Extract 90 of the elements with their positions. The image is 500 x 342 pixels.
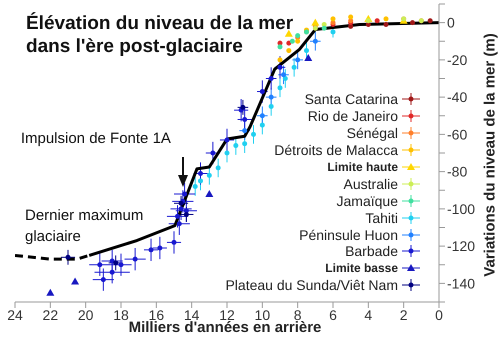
- y-tick-label: -100: [447, 200, 476, 217]
- y-tick-label: -140: [447, 275, 476, 292]
- y-tick-label: -20: [447, 52, 468, 68]
- legend-label: Australie: [344, 176, 398, 192]
- point: [242, 141, 248, 146]
- point: [206, 172, 212, 178]
- x-tick-label: 24: [7, 306, 23, 323]
- point: [281, 72, 286, 78]
- point: [330, 16, 336, 22]
- point: [295, 38, 300, 44]
- y-tick-label: -80: [447, 164, 468, 180]
- legend-label: Sénégal: [346, 125, 398, 142]
- point: [240, 104, 246, 110]
- point: [290, 38, 295, 44]
- point: [118, 262, 124, 268]
- x-tick-label: 0: [435, 306, 444, 323]
- legend-label: Limite basse: [325, 261, 398, 276]
- y-tick-label: -40: [447, 89, 468, 106]
- point: [178, 206, 184, 212]
- legend-label: Jamaïque: [336, 192, 398, 209]
- point: [148, 247, 154, 252]
- point: [278, 57, 282, 62]
- point: [216, 165, 221, 170]
- point: [184, 212, 189, 217]
- point: [284, 30, 293, 37]
- point: [182, 191, 188, 196]
- text: Élévation du niveau de la mer dans l'ère post-glaciaire: [26, 12, 294, 58]
- point: [132, 256, 138, 262]
- point: [311, 18, 320, 26]
- point: [366, 18, 371, 24]
- point: [304, 54, 312, 62]
- point: [278, 85, 282, 90]
- point: [46, 288, 54, 296]
- x-tick-label: 4: [364, 306, 372, 323]
- x-tick-label: 18: [113, 306, 129, 323]
- point: [384, 22, 388, 27]
- point: [251, 132, 256, 137]
- legend-label: Plateau du Sunda/Viêt Nam: [225, 277, 398, 294]
- point: [278, 64, 282, 70]
- annotation: Impulsion de Fonte 1A: [20, 130, 171, 147]
- legend-label: Santa Catarina: [304, 91, 398, 108]
- point: [100, 277, 106, 282]
- x-tick-label: 2: [400, 306, 408, 323]
- point: [210, 150, 216, 156]
- point: [282, 76, 288, 81]
- point: [176, 221, 182, 226]
- point: [71, 278, 80, 285]
- point: [374, 18, 380, 24]
- point: [113, 260, 118, 266]
- point: [242, 116, 248, 122]
- point: [278, 44, 282, 50]
- point: [224, 137, 230, 142]
- point: [304, 48, 309, 54]
- point: [410, 20, 415, 26]
- y-axis-title: Variations du niveau de la mer (m): [482, 33, 498, 277]
- annotation: Dernier maximum glaciaire: [25, 206, 144, 247]
- point: [192, 184, 198, 190]
- y-tick-label: -120: [447, 238, 476, 254]
- point: [384, 16, 388, 22]
- point: [295, 57, 300, 62]
- point: [428, 18, 433, 24]
- legend-label: Barbade: [345, 243, 398, 260]
- point: [268, 76, 274, 81]
- point: [233, 143, 238, 148]
- legend-label: Tahiti: [365, 210, 398, 226]
- point: [66, 254, 70, 260]
- point: [292, 64, 297, 70]
- x-tick-label: 6: [329, 306, 338, 323]
- point: [322, 26, 327, 31]
- legend-label: Péninsule Huon: [299, 226, 398, 243]
- x-tick-label: 22: [42, 306, 58, 323]
- point: [312, 38, 318, 44]
- point: [286, 48, 292, 54]
- point: [330, 29, 336, 34]
- y-tick-label: -60: [447, 126, 468, 142]
- legend-label: Rio de Janeiro: [308, 108, 398, 124]
- point: [260, 89, 265, 94]
- point: [175, 214, 180, 219]
- point: [97, 262, 102, 268]
- point: [157, 245, 162, 250]
- x-tick-label: 20: [78, 306, 94, 323]
- legend-label: Limite haute: [327, 160, 398, 174]
- point: [205, 190, 214, 197]
- point: [198, 178, 203, 184]
- point: [348, 14, 354, 20]
- point: [172, 240, 176, 245]
- legend-label: Détroits de Malacca: [274, 142, 398, 158]
- y-tick-label: 0: [447, 14, 455, 31]
- point: [224, 150, 230, 156]
- point: [198, 170, 203, 176]
